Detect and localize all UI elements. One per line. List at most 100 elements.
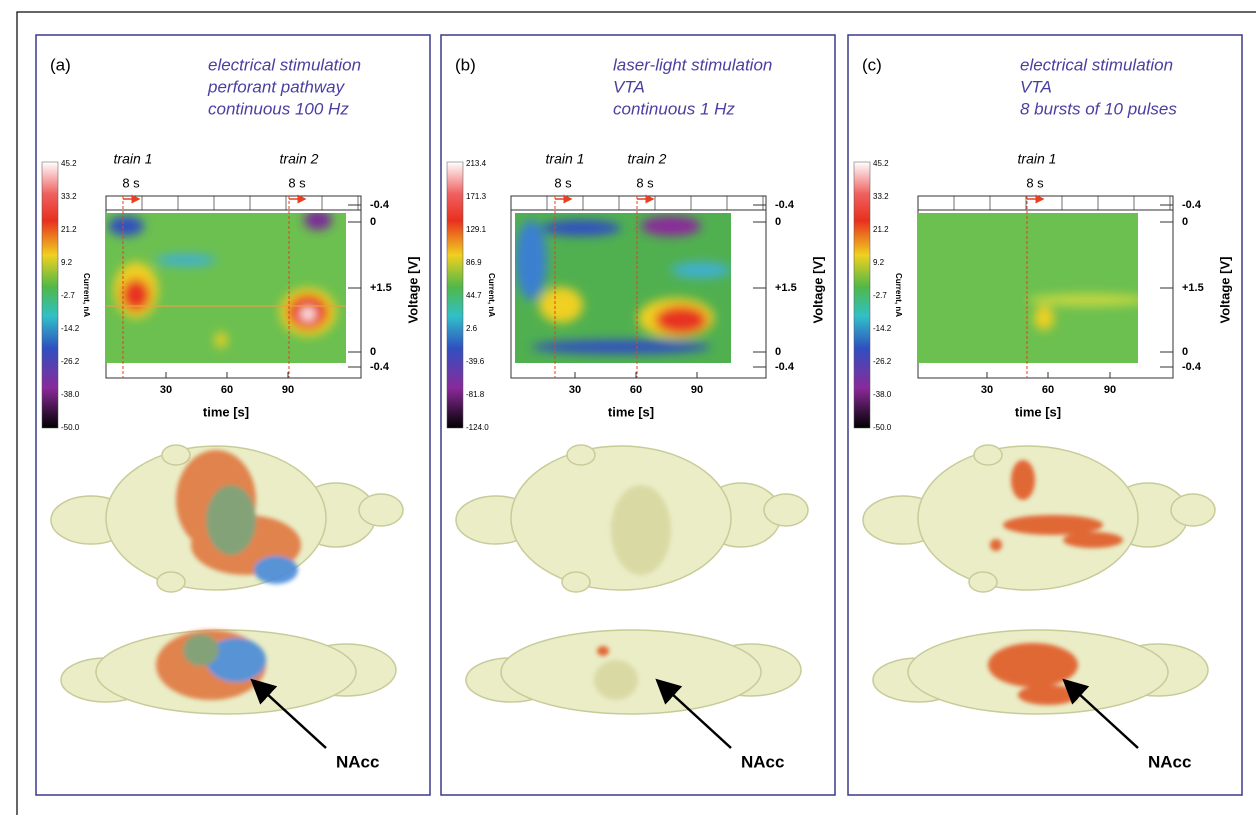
activation-blob (1011, 460, 1035, 500)
heatmap-blob (515, 220, 547, 300)
heatmap-bg (918, 213, 1138, 363)
heatmap-blob (671, 262, 731, 278)
colorbar-tick: 21.2 (873, 225, 889, 234)
colorbar-tick: 33.2 (873, 192, 889, 201)
heatmap-blob (655, 306, 707, 334)
panel-label: (a) (50, 55, 71, 74)
brain-part (162, 445, 190, 465)
activation-blob (597, 646, 609, 656)
voltage-title: Voltage [V] (810, 257, 825, 324)
callout-label: NAcc (336, 752, 379, 771)
description-line: electrical stimulation (208, 55, 361, 74)
time-tick-label: 30 (160, 384, 172, 396)
voltage-title: Voltage [V] (405, 257, 420, 324)
time-tick-label: 90 (691, 384, 703, 396)
colorbar-tick: -38.0 (61, 390, 80, 399)
colorbar (854, 162, 870, 428)
description-line: 8 bursts of 10 pulses (1020, 99, 1177, 118)
colorbar-tick: 44.7 (466, 291, 482, 300)
brain-part (567, 445, 595, 465)
heatmap-blob (539, 287, 583, 323)
colorbar-tick: 45.2 (61, 159, 77, 168)
voltage-tick-label: 0 (370, 216, 376, 228)
time-tick-label: 60 (630, 384, 642, 396)
activation-blob (1063, 532, 1123, 548)
colorbar-tick: 171.3 (466, 192, 487, 201)
callout-label: NAcc (1148, 752, 1191, 771)
activation-blob (594, 660, 638, 700)
description-line: VTA (1020, 77, 1052, 96)
heatmap-blob (156, 254, 216, 266)
colorbar-tick: -38.0 (873, 390, 892, 399)
colorbar-tick: 45.2 (873, 159, 889, 168)
voltage-title: Voltage [V] (1217, 257, 1232, 324)
figure: (a) electrical stimulation perforant pathw… (0, 0, 1256, 815)
time-tick-label: 60 (221, 384, 233, 396)
activation-blob (611, 485, 671, 575)
voltage-tick-label: -0.4 (775, 199, 795, 211)
activation-blob (183, 634, 219, 666)
colorbar-tick: 213.4 (466, 159, 487, 168)
colorbar-tick: 129.1 (466, 225, 487, 234)
colorbar-tick: -14.2 (61, 324, 80, 333)
time-tick-label: 90 (282, 384, 294, 396)
train-duration-label: 8 s (1026, 175, 1044, 190)
activation-blob (990, 539, 1002, 551)
voltage-tick-label: +1.5 (1182, 282, 1204, 294)
time-tick-label: 30 (981, 384, 993, 396)
colorbar-tick: 86.9 (466, 258, 482, 267)
colorbar-tick: 33.2 (61, 192, 77, 201)
heatmap-blob (1034, 306, 1054, 330)
description-line: perforant pathway (207, 77, 346, 96)
description-line: VTA (613, 77, 645, 96)
description-line: electrical stimulation (1020, 55, 1173, 74)
voltage-tick-label: 0 (775, 346, 781, 358)
train-name: train 2 (628, 151, 667, 167)
heatmap (918, 213, 1138, 363)
heatmap-blob (541, 220, 621, 236)
train-name: train 1 (1018, 151, 1057, 167)
brain-part (974, 445, 1002, 465)
panel: (a) electrical stimulation perforant pathw… (36, 35, 430, 795)
heatmap-blob (531, 340, 711, 354)
colorbar-title: Current, nA (487, 273, 496, 317)
colorbar-tick: -26.2 (61, 357, 80, 366)
panel: (b)laser-light stimulationVTAcontinuous … (441, 35, 835, 795)
time-title: time [s] (608, 404, 654, 419)
activation-blob (988, 643, 1078, 687)
voltage-tick-label: 0 (1182, 346, 1188, 358)
heatmap-blob (641, 216, 701, 236)
brain-part (562, 572, 590, 592)
description-line: continuous 1 Hz (613, 99, 735, 118)
voltage-tick-label: -0.4 (775, 361, 795, 373)
activation-side (156, 630, 266, 700)
colorbar-tick: 9.2 (873, 258, 885, 267)
train-name: train 2 (280, 151, 319, 167)
voltage-tick-label: +1.5 (775, 282, 797, 294)
activation-blob (254, 556, 298, 584)
train-duration-label: 8 s (122, 175, 140, 190)
activation-blob (206, 485, 256, 555)
train-name: train 1 (114, 151, 153, 167)
callout-label: NAcc (741, 752, 784, 771)
train-name: train 1 (546, 151, 585, 167)
activation-top (611, 485, 671, 575)
brain-part (359, 494, 403, 526)
colorbar-tick: -39.6 (466, 357, 485, 366)
colorbar-tick: 21.2 (61, 225, 77, 234)
colorbar-title: Current, nA (894, 273, 903, 317)
activation-blob (1018, 685, 1078, 705)
heatmap-blob (1028, 294, 1148, 306)
voltage-tick-label: 0 (1182, 216, 1188, 228)
activation-blob (1003, 515, 1103, 535)
voltage-tick-label: -0.4 (370, 199, 390, 211)
colorbar-tick: -50.0 (61, 423, 80, 432)
colorbar (447, 162, 463, 428)
heatmap-blob (301, 308, 315, 320)
colorbar-title: Current, nA (82, 273, 91, 317)
description-line: laser-light stimulation (613, 55, 772, 74)
voltage-tick-label: -0.4 (370, 361, 390, 373)
brain-part (764, 494, 808, 526)
description-line: continuous 100 Hz (208, 99, 349, 118)
